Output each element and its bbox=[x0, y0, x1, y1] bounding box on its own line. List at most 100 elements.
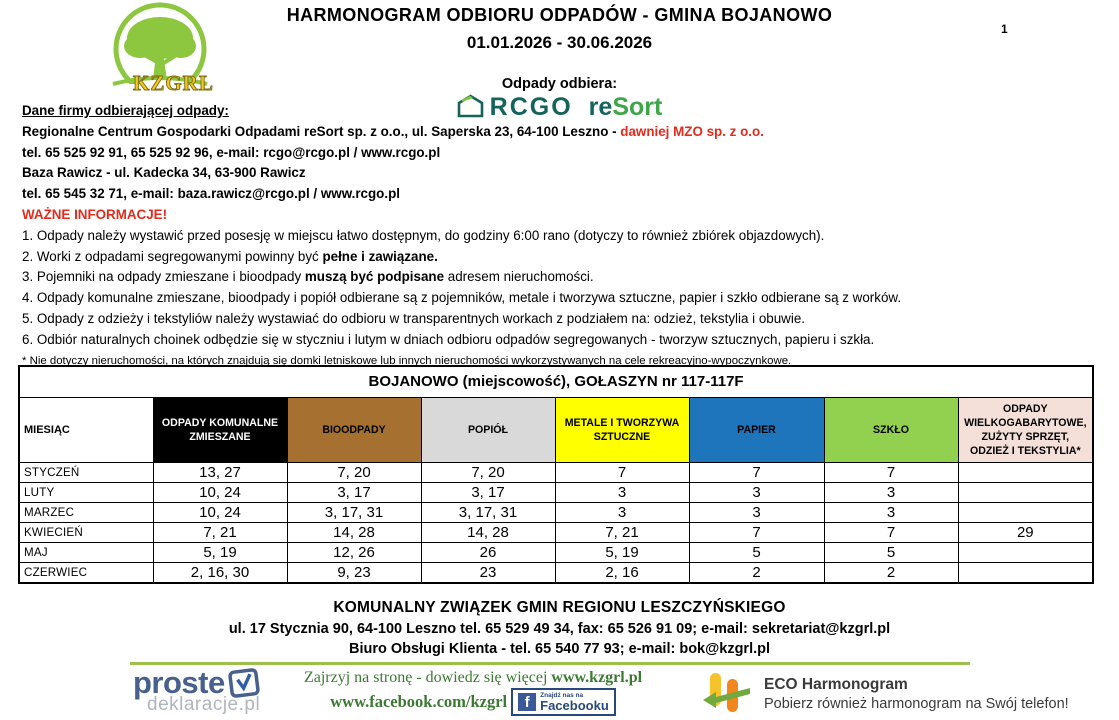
column-header-2: BIOODPADY bbox=[286, 397, 422, 463]
fb-badge-small-text: Znajdź nas na bbox=[540, 692, 584, 699]
month-cell: STYCZEŃ bbox=[18, 462, 154, 483]
facebook-icon: f bbox=[518, 693, 537, 711]
dates-cell: 7, 20 bbox=[286, 462, 422, 483]
page-number: 1 bbox=[1001, 22, 1008, 36]
column-header-1: ODPADY KOMUNALNE ZMIESZANE bbox=[152, 397, 288, 463]
dates-cell: 2 bbox=[823, 562, 959, 584]
dates-cell: 7 bbox=[823, 462, 959, 483]
dates-cell: 5, 19 bbox=[554, 542, 690, 563]
site-url-link[interactable]: www.kzgrl.pl bbox=[551, 669, 643, 686]
eco-harmonogram-block: ECO Harmonogram Pobierz również harmonog… bbox=[700, 671, 1069, 717]
dates-cell: 3 bbox=[688, 502, 825, 523]
title-line1: HARMONOGRAM ODBIORU ODPADÓW - GMINA BOJA… bbox=[286, 5, 833, 25]
note-line: 6. Odbiór naturalnych choinek odbędzie s… bbox=[22, 331, 875, 347]
column-header-3: POPIÓŁ bbox=[420, 397, 556, 463]
collector-heading: Odpady odbiera: bbox=[501, 76, 618, 92]
dates-cell: 3 bbox=[554, 482, 690, 503]
dates-cell bbox=[957, 462, 1094, 483]
column-header-miesiac: MIESIĄC bbox=[18, 397, 154, 463]
rcgo-logo: RCGO reSort bbox=[0, 93, 1119, 122]
company-phone-line: tel. 65 525 92 91, 65 525 92 96, e-mail:… bbox=[22, 144, 441, 160]
dates-cell: 2, 16, 30 bbox=[152, 562, 288, 584]
note-line: 5. Odpady z odzieży i tekstyliów należy … bbox=[22, 310, 805, 326]
dates-cell bbox=[957, 542, 1094, 563]
dates-cell: 7, 21 bbox=[554, 522, 690, 543]
dates-cell: 7 bbox=[688, 462, 825, 483]
resort-wordmark: reSort bbox=[588, 93, 663, 121]
company-info-heading: Dane firmy odbierającej odpady: bbox=[22, 103, 229, 118]
dates-cell bbox=[957, 562, 1094, 584]
visit-text: Zajrzyj na stronę - dowiedz się więcej bbox=[303, 669, 552, 686]
dates-cell: 13, 27 bbox=[152, 462, 288, 483]
column-header-6: SZKŁO bbox=[823, 397, 959, 463]
dates-cell: 3 bbox=[823, 482, 959, 503]
table-row: MARZEC 10, 24 3, 17, 31 3, 17, 31 3 3 3 bbox=[18, 502, 1094, 523]
dates-cell: 10, 24 bbox=[152, 482, 288, 503]
schedule-table: BOJANOWO (miejscowość), GOŁASZYN nr 117-… bbox=[18, 365, 1095, 584]
base-phone-line: tel. 65 545 32 71, e-mail: baza.rawicz@r… bbox=[22, 186, 400, 202]
dates-cell: 12, 26 bbox=[286, 542, 422, 563]
note-line: 4. Odpady komunalne zmieszane, bioodpady… bbox=[22, 290, 902, 306]
kzgrl-links: Zajrzyj na stronę - dowiedz się więcej w… bbox=[298, 669, 648, 716]
month-cell: CZERWIEC bbox=[18, 562, 154, 584]
column-header-4: METALE I TWORZYWA SZTUCZNE bbox=[554, 397, 690, 463]
collector-section: Odpady odbiera: RCGO reSort bbox=[0, 76, 1119, 122]
dates-cell: 2 bbox=[688, 562, 825, 584]
dates-cell: 5 bbox=[688, 542, 825, 563]
table-row: CZERWIEC 2, 16, 30 9, 23 23 2, 16 2 2 bbox=[18, 562, 1094, 584]
dates-cell: 14, 28 bbox=[286, 522, 422, 543]
divider-line bbox=[130, 662, 970, 665]
important-heading: WAŻNE INFORMACJE! bbox=[22, 206, 168, 222]
page-title: HARMONOGRAM ODBIORU ODPADÓW - GMINA BOJA… bbox=[0, 5, 1119, 53]
month-cell: MARZEC bbox=[18, 502, 154, 523]
table-row: MAJ 5, 19 12, 26 26 5, 19 5 5 bbox=[18, 542, 1094, 563]
facebook-badge[interactable]: f Znajdź nas na Facebooku bbox=[511, 688, 616, 716]
former-name-note: dawniej MZO sp. z o.o. bbox=[620, 123, 764, 139]
fb-badge-big-text: Facebooku bbox=[540, 698, 609, 713]
schedule-header-row: MIESIĄC ODPADY KOMUNALNE ZMIESZANE BIOODPA… bbox=[18, 397, 1094, 463]
footer: KOMUNALNY ZWIĄZEK GMIN REGIONU LESZCZYŃS… bbox=[0, 598, 1119, 660]
month-cell: KWIECIEŃ bbox=[18, 522, 154, 543]
dates-cell: 29 bbox=[957, 522, 1094, 543]
schedule-title: BOJANOWO (miejscowość), GOŁASZYN nr 117-… bbox=[18, 365, 1094, 398]
column-header-7: ODPADY WIELKOGABARYTOWE, ZUŻYTY SPRZĘT, … bbox=[957, 397, 1094, 463]
company-address-line: Regionalne Centrum Gospodarki Odpadami r… bbox=[22, 123, 764, 139]
eco-subtitle: Pobierz również harmonogram na Swój tele… bbox=[764, 696, 1069, 712]
eco-harmonogram-icon bbox=[703, 673, 750, 712]
table-row: KWIECIEŃ 7, 21 14, 28 14, 28 7, 21 7 7 29 bbox=[18, 522, 1094, 543]
kzgrl-logo-text: KZGRL bbox=[133, 71, 214, 95]
dates-cell: 3, 17, 31 bbox=[420, 502, 556, 523]
proste-deklaracje-logo: proste deklaracje.pl bbox=[133, 667, 283, 714]
dates-cell: 9, 23 bbox=[286, 562, 422, 584]
footnote: * Nie dotyczy nieruchomości, na których … bbox=[22, 354, 792, 367]
dates-cell: 7 bbox=[554, 462, 690, 483]
dates-cell: 3, 17 bbox=[420, 482, 556, 503]
dates-cell: 5 bbox=[823, 542, 959, 563]
important-notes: 1. Odpady należy wystawić przed posesję … bbox=[22, 226, 1102, 351]
table-row: LUTY 10, 24 3, 17 3, 17 3 3 3 bbox=[18, 482, 1094, 503]
dates-cell: 3 bbox=[554, 502, 690, 523]
dates-cell: 7, 20 bbox=[420, 462, 556, 483]
eco-title: ECO Harmonogram bbox=[764, 676, 908, 693]
dates-cell: 3, 17 bbox=[286, 482, 422, 503]
column-header-5: PAPIER bbox=[688, 397, 825, 463]
dates-cell bbox=[957, 502, 1094, 523]
month-cell: LUTY bbox=[18, 482, 154, 503]
footer-bok-line: Biuro Obsługi Klienta - tel. 65 540 77 9… bbox=[348, 641, 771, 657]
dates-cell: 2, 16 bbox=[554, 562, 690, 584]
dates-cell: 23 bbox=[420, 562, 556, 584]
dates-cell: 7, 21 bbox=[152, 522, 288, 543]
note-line: 1. Odpady należy wystawić przed posesję … bbox=[22, 227, 825, 243]
schedule-body: STYCZEŃ 13, 27 7, 20 7, 20 7 7 7 LUTY 10, 24 3, 1… bbox=[18, 462, 1094, 584]
facebook-url-link[interactable]: www.facebook.com/kzgrl bbox=[330, 692, 508, 711]
dates-cell bbox=[957, 482, 1094, 503]
rcgo-box-icon bbox=[457, 94, 483, 118]
rcgo-wordmark: RCGO bbox=[489, 93, 573, 121]
dates-cell: 5, 19 bbox=[152, 542, 288, 563]
table-row: STYCZEŃ 13, 27 7, 20 7, 20 7 7 7 bbox=[18, 462, 1094, 483]
note-line: 2. Worki z odpadami segregowanymi powinn… bbox=[22, 248, 438, 264]
checkbox-icon bbox=[228, 668, 260, 698]
dates-cell: 7 bbox=[823, 522, 959, 543]
dates-cell: 3 bbox=[688, 482, 825, 503]
